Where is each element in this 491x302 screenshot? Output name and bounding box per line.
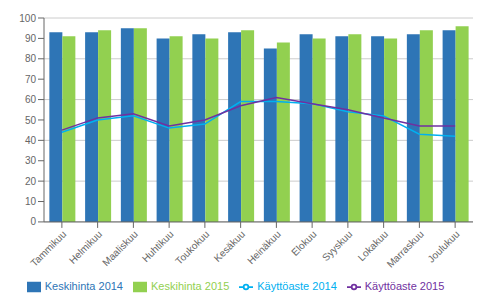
svg-text:Toukokuu: Toukokuu bbox=[173, 229, 211, 267]
svg-text:Tammikuu: Tammikuu bbox=[28, 229, 68, 269]
svg-text:80: 80 bbox=[25, 53, 37, 64]
html-text:Käyttöaste 2014: Käyttöaste 2014 bbox=[257, 279, 337, 292]
html-text:Käyttöaste 2015: Käyttöaste 2015 bbox=[364, 279, 445, 292]
svg-text:60: 60 bbox=[25, 94, 37, 105]
svg-text:Joulukuu: Joulukuu bbox=[425, 229, 461, 265]
svg-text:Kesäkuu: Kesäkuu bbox=[212, 229, 247, 264]
svg-text:Marraskuu: Marraskuu bbox=[385, 229, 426, 270]
svg-text:90: 90 bbox=[25, 33, 37, 44]
svg-text:Huhtikuu: Huhtikuu bbox=[140, 229, 176, 265]
html-text:Keskihinta 2015: Keskihinta 2015 bbox=[151, 279, 230, 292]
svg-text:10: 10 bbox=[25, 196, 37, 207]
svg-text:70: 70 bbox=[25, 74, 37, 85]
html-text:Keskihinta 2014: Keskihinta 2014 bbox=[44, 279, 123, 292]
svg-text:Lokakuu: Lokakuu bbox=[356, 229, 391, 264]
svg-text:0: 0 bbox=[30, 216, 36, 227]
svg-text:Maaliskuu: Maaliskuu bbox=[100, 229, 140, 269]
svg-text:Syyskuu: Syyskuu bbox=[320, 229, 355, 264]
svg-text:40: 40 bbox=[25, 135, 37, 146]
svg-text:20: 20 bbox=[25, 176, 37, 187]
svg-text:Elokuu: Elokuu bbox=[289, 229, 318, 258]
svg-text:Heinäkuu: Heinäkuu bbox=[245, 229, 283, 267]
svg-text:30: 30 bbox=[25, 155, 37, 166]
svg-text:Helmikuu: Helmikuu bbox=[67, 229, 104, 266]
svg-text:50: 50 bbox=[25, 115, 37, 126]
svg-text:100: 100 bbox=[19, 13, 36, 24]
